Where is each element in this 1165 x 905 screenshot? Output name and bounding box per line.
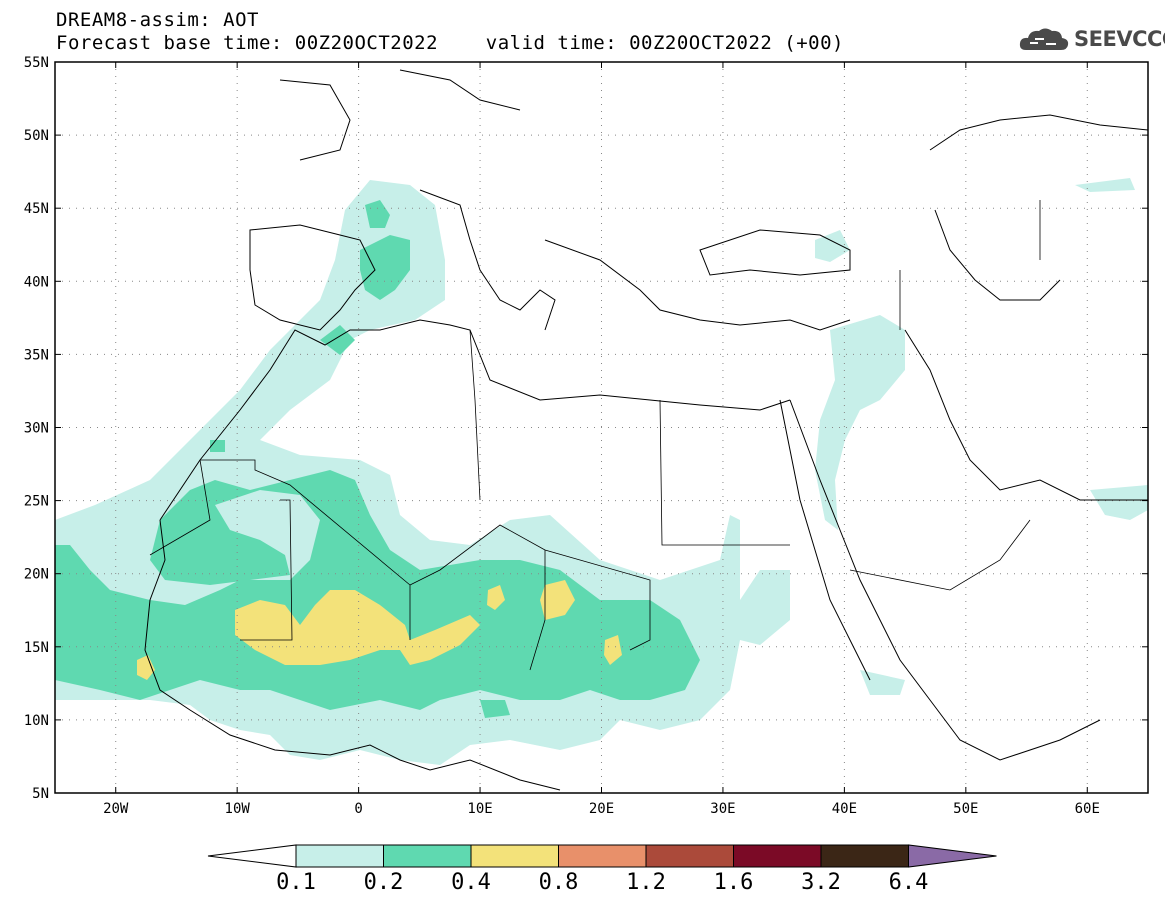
aot-level-0.2 <box>55 470 700 710</box>
aot-level-0.1 <box>1075 178 1135 192</box>
lat-label: 30N <box>24 421 49 437</box>
lon-label: 60E <box>1075 801 1100 817</box>
lon-label: 20E <box>589 801 614 817</box>
aot-level-0.4 <box>487 585 505 610</box>
aot-level-0.2 <box>480 700 510 718</box>
lat-label: 5N <box>32 786 49 802</box>
aot-level-0.4 <box>604 635 622 665</box>
colorbar-swatch <box>383 844 472 868</box>
colorbar-label: 3.2 <box>801 870 841 895</box>
logo-text: SEEVCCC <box>1074 27 1165 51</box>
aot-level-0.4 <box>137 655 155 680</box>
lon-label: 40E <box>832 801 857 817</box>
lon-label: 20W <box>103 801 129 817</box>
lat-label: 20N <box>24 567 49 583</box>
colorbar-label: 1.6 <box>713 870 754 895</box>
latitude-labels: 5N 10N 15N 20N 25N 30N 35N 40N 45N 50N 55N <box>24 55 49 802</box>
lat-label: 45N <box>24 201 49 217</box>
lat-label: 55N <box>24 55 49 71</box>
colorbar-swatch <box>733 844 822 868</box>
colorbar-swatch <box>470 844 559 868</box>
aot-level-0.2 <box>210 440 225 452</box>
lat-label: 50N <box>24 128 49 144</box>
lat-label: 10N <box>24 713 49 729</box>
colorbar-label: 0.2 <box>363 870 404 895</box>
aot-level-0.2 <box>360 235 410 300</box>
colorbar-label: 6.4 <box>888 870 929 895</box>
axis-ticks <box>55 61 1148 794</box>
lon-label: 50E <box>953 801 978 817</box>
longitude-labels: 20W 10W 0 10E 20E 30E 40E 50E 60E <box>103 801 1100 817</box>
colorbar-swatch <box>645 844 734 868</box>
aot-level-0.1 <box>815 230 850 262</box>
lon-label: 10W <box>225 801 251 817</box>
colorbar <box>207 844 997 868</box>
country-borders <box>149 200 1041 671</box>
map-title: DREAM8-assim: AOT <box>56 9 259 31</box>
coastlines <box>144 69 1148 791</box>
colorbar-label: 1.2 <box>626 870 666 895</box>
colorbar-label: 0.1 <box>276 870 316 895</box>
colorbar-swatch <box>820 844 909 868</box>
forecast-time-line: Forecast base time: 00Z20OCT2022 valid t… <box>56 32 844 54</box>
lat-label: 25N <box>24 494 49 510</box>
seevccc-logo: SEEVCCC <box>1018 24 1165 54</box>
colorbar-arrow-high <box>908 844 997 868</box>
colorbar-swatch <box>558 844 647 868</box>
map-grid <box>55 62 1148 793</box>
colorbar-swatch <box>295 844 384 868</box>
aot-level-0.1 <box>860 670 905 695</box>
aot-shading <box>55 178 1148 765</box>
lat-label: 15N <box>24 640 49 656</box>
lat-label: 40N <box>24 274 49 290</box>
cloud-icon <box>1019 28 1069 50</box>
lat-label: 35N <box>24 347 49 363</box>
aot-level-0.4 <box>540 580 575 620</box>
lon-label: 0 <box>354 801 362 817</box>
lon-label: 30E <box>710 801 735 817</box>
lon-label: 10E <box>467 801 492 817</box>
colorbar-label: 0.4 <box>451 870 491 895</box>
aot-level-0.1 <box>815 315 905 530</box>
aot-level-0.4 <box>235 590 480 665</box>
aot-level-0.1 <box>1090 485 1148 520</box>
colorbar-arrow-low <box>207 844 297 868</box>
colorbar-label: 0.8 <box>538 870 579 895</box>
aot-level-0.2 <box>365 200 390 228</box>
